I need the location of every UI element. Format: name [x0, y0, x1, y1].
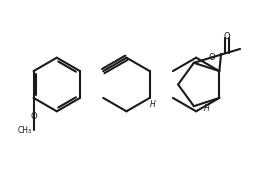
Text: CH₃: CH₃ — [18, 126, 32, 135]
Text: O: O — [224, 32, 231, 41]
Text: H: H — [204, 104, 210, 113]
Text: O: O — [208, 53, 215, 62]
Text: O: O — [30, 112, 37, 121]
Text: H: H — [150, 100, 155, 109]
